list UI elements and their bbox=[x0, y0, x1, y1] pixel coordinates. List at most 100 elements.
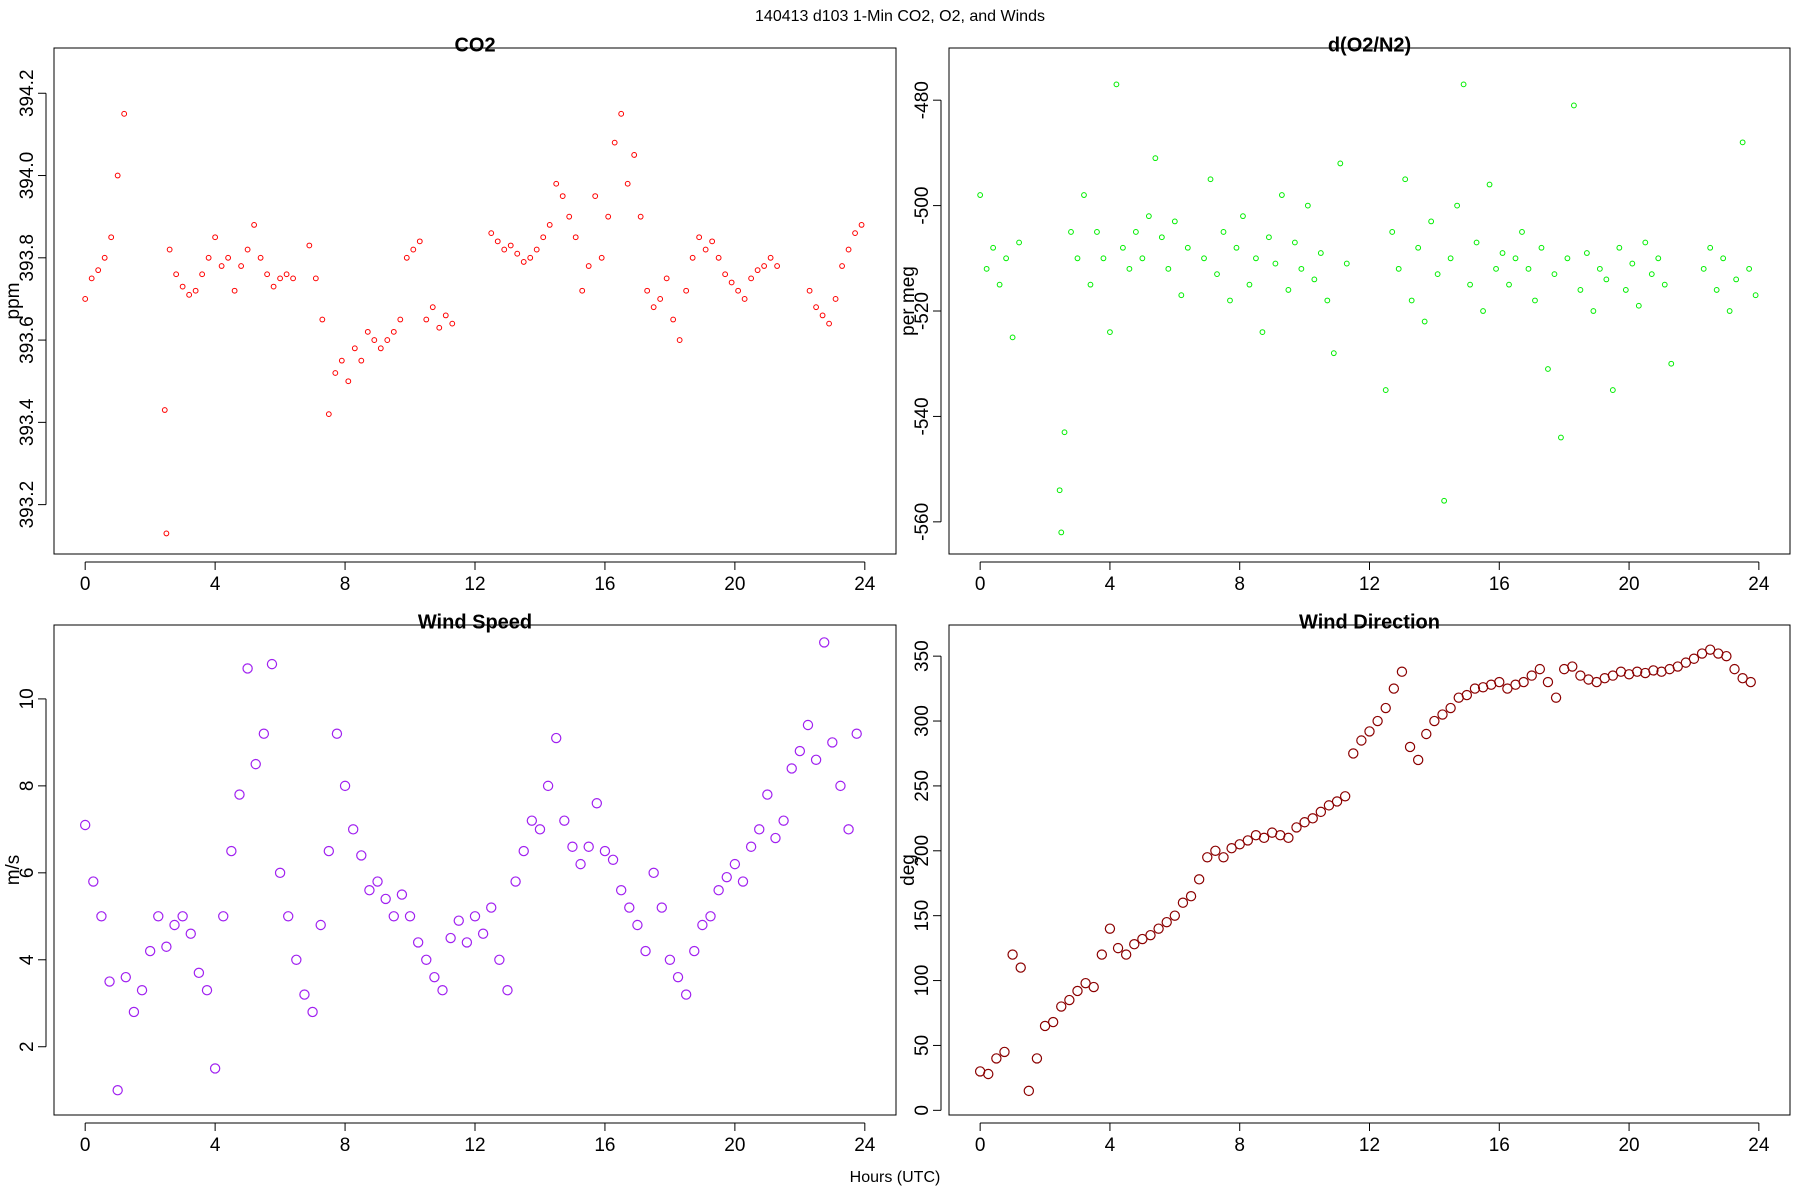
data-point bbox=[858, 221, 865, 228]
data-point bbox=[82, 296, 89, 302]
data-point bbox=[826, 320, 832, 327]
data-point bbox=[1364, 726, 1375, 737]
data-point bbox=[1193, 874, 1205, 885]
data-point bbox=[1396, 666, 1408, 677]
data-point bbox=[1299, 817, 1310, 828]
data-point bbox=[1506, 281, 1512, 288]
x-tick-label: 0 bbox=[975, 574, 986, 595]
y-tick-label: -560 bbox=[912, 503, 933, 541]
data-point bbox=[835, 780, 846, 792]
data-point bbox=[1356, 735, 1367, 746]
data-point bbox=[1629, 260, 1636, 267]
data-point bbox=[1214, 271, 1220, 278]
data-point bbox=[266, 658, 278, 670]
x-tick-label: 12 bbox=[1359, 1135, 1380, 1156]
data-point bbox=[501, 246, 508, 253]
data-point bbox=[283, 911, 294, 922]
data-point bbox=[1184, 244, 1191, 251]
data-point bbox=[1307, 813, 1318, 824]
data-point bbox=[839, 263, 845, 269]
x-tick-label: 4 bbox=[1105, 574, 1116, 595]
data-point bbox=[1074, 255, 1081, 262]
data-point bbox=[579, 287, 586, 294]
data-point bbox=[315, 919, 326, 931]
data-point bbox=[644, 287, 651, 294]
data-point bbox=[121, 110, 128, 117]
figure-title: 140413 d103 1-Min CO2, O2, and Winds bbox=[755, 8, 1045, 25]
data-point bbox=[339, 780, 351, 792]
data-point bbox=[193, 967, 205, 979]
y-axis-label: per meg bbox=[898, 266, 919, 336]
y-tick-label: 300 bbox=[912, 705, 933, 737]
data-point bbox=[104, 976, 115, 987]
data-point bbox=[631, 152, 638, 158]
data-point bbox=[689, 945, 700, 957]
data-point bbox=[218, 263, 225, 269]
data-point bbox=[445, 932, 456, 944]
data-point bbox=[1518, 676, 1529, 688]
data-point bbox=[325, 411, 332, 418]
data-point bbox=[1158, 234, 1165, 241]
data-point bbox=[163, 530, 170, 537]
data-point bbox=[1153, 923, 1164, 934]
data-point bbox=[264, 271, 270, 278]
data-point bbox=[371, 337, 378, 343]
data-point bbox=[161, 407, 168, 413]
y-tick-label: 250 bbox=[912, 770, 933, 802]
data-point bbox=[852, 230, 858, 237]
data-point bbox=[488, 230, 495, 237]
data-point bbox=[244, 246, 251, 253]
y-tick-label: -520 bbox=[912, 292, 933, 330]
data-point bbox=[1227, 297, 1233, 304]
data-point bbox=[416, 238, 423, 245]
data-point bbox=[1696, 648, 1708, 659]
data-point bbox=[534, 824, 546, 835]
data-point bbox=[323, 845, 335, 857]
data-point bbox=[709, 238, 716, 245]
data-point bbox=[851, 728, 862, 739]
y-tick-label: -500 bbox=[912, 187, 933, 225]
data-point bbox=[79, 819, 91, 831]
panel-title: Wind Direction bbox=[1299, 611, 1440, 633]
data-point bbox=[423, 316, 430, 323]
data-point bbox=[1473, 239, 1480, 246]
data-point bbox=[664, 954, 676, 965]
data-point bbox=[607, 854, 619, 865]
data-point bbox=[1445, 702, 1456, 714]
data-point bbox=[1607, 670, 1619, 681]
data-point bbox=[1178, 292, 1185, 299]
data-point bbox=[657, 296, 664, 302]
data-point bbox=[1494, 676, 1505, 688]
data-point bbox=[1713, 287, 1720, 293]
data-point bbox=[1746, 265, 1753, 272]
data-point bbox=[364, 328, 371, 335]
data-point bbox=[1234, 839, 1245, 850]
data-point bbox=[477, 928, 489, 939]
data-point bbox=[1291, 822, 1302, 833]
data-point bbox=[257, 254, 264, 261]
data-point bbox=[1210, 845, 1221, 856]
x-tick-label: 8 bbox=[340, 1135, 351, 1156]
data-point bbox=[1331, 796, 1343, 807]
data-point bbox=[185, 928, 196, 939]
data-point bbox=[1058, 529, 1065, 536]
data-point bbox=[1323, 800, 1335, 811]
data-point bbox=[388, 911, 399, 922]
data-point bbox=[1120, 244, 1126, 251]
data-point bbox=[583, 841, 594, 852]
data-point bbox=[161, 941, 172, 952]
data-point bbox=[1577, 287, 1584, 293]
data-point bbox=[437, 985, 448, 996]
data-point bbox=[1246, 281, 1253, 288]
data-point bbox=[1304, 202, 1311, 209]
data-point bbox=[813, 304, 819, 311]
data-point bbox=[1258, 832, 1270, 844]
data-point bbox=[1266, 234, 1272, 241]
data-point bbox=[1700, 265, 1707, 272]
panel-title: Wind Speed bbox=[418, 611, 532, 633]
data-point bbox=[1129, 939, 1140, 950]
y-tick-label: 393.4 bbox=[17, 398, 38, 446]
data-point bbox=[1609, 387, 1616, 393]
data-point bbox=[762, 789, 773, 800]
data-point bbox=[1404, 741, 1416, 753]
